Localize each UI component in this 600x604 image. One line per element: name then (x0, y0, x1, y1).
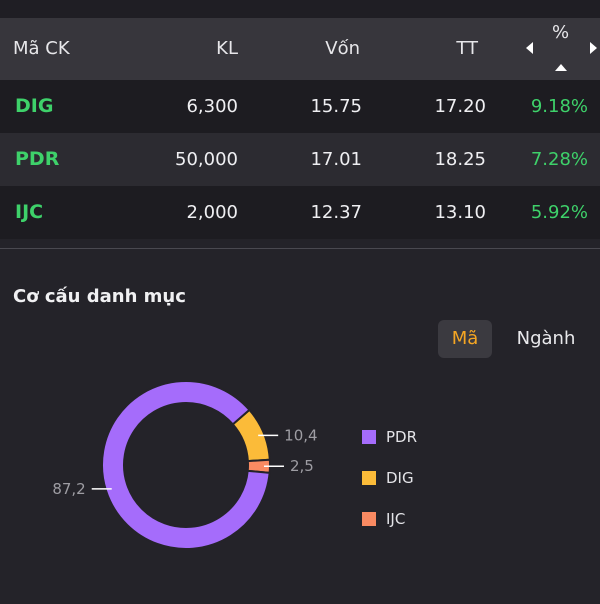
sort-ascending-icon[interactable] (555, 64, 567, 71)
portfolio-donut-chart: 10,4 2,5 87,2 PDR DIG IJC (0, 380, 600, 600)
row-tt: 13.10 (434, 202, 486, 223)
previous-column-arrow-icon[interactable] (526, 42, 533, 54)
next-column-arrow-icon[interactable] (590, 42, 597, 54)
row-tt: 18.25 (434, 149, 486, 170)
value-label-pdr: 87,2 (52, 480, 85, 498)
header-pct[interactable]: % (552, 22, 570, 43)
table-row[interactable]: DIG 6,300 15.75 17.20 9.18% (0, 80, 600, 133)
tab-ma[interactable]: Mã (438, 320, 492, 358)
legend-swatch (362, 512, 376, 526)
table-header: Mã CK KL Vốn TT % (0, 18, 600, 80)
legend-label: PDR (386, 428, 418, 446)
legend-label: DIG (386, 469, 414, 487)
header-kl[interactable]: KL (216, 38, 238, 59)
table-row[interactable]: PDR 50,000 17.01 18.25 7.28% (0, 133, 600, 186)
donut-slice-pdr[interactable] (101, 380, 271, 550)
row-code: IJC (15, 201, 44, 223)
row-pct: 9.18% (530, 96, 588, 117)
legend-swatch (362, 430, 376, 444)
value-label-ijc: 2,5 (290, 457, 314, 475)
header-von[interactable]: Vốn (325, 38, 360, 59)
tab-nganh[interactable]: Ngành (516, 328, 576, 349)
row-kl: 50,000 (175, 149, 238, 170)
row-code: DIG (15, 95, 54, 117)
section-divider (0, 248, 600, 249)
row-pct: 5.92% (530, 202, 588, 223)
row-code: PDR (15, 148, 60, 170)
donut-chart-svg: 10,4 2,5 87,2 (52, 380, 318, 550)
legend-label: IJC (386, 510, 406, 528)
header-code[interactable]: Mã CK (13, 38, 70, 59)
row-von: 17.01 (310, 149, 362, 170)
row-von: 12.37 (310, 202, 362, 223)
row-pct: 7.28% (530, 149, 588, 170)
table-row[interactable]: IJC 2,000 12.37 13.10 5.92% (0, 186, 600, 239)
row-tt: 17.20 (434, 96, 486, 117)
legend-swatch (362, 471, 376, 485)
header-tt[interactable]: TT (456, 38, 478, 59)
row-kl: 2,000 (186, 202, 238, 223)
portfolio-title: Cơ cấu danh mục (13, 286, 186, 307)
row-kl: 6,300 (186, 96, 238, 117)
top-strip (0, 0, 600, 18)
row-von: 15.75 (310, 96, 362, 117)
value-label-dig: 10,4 (284, 426, 317, 444)
